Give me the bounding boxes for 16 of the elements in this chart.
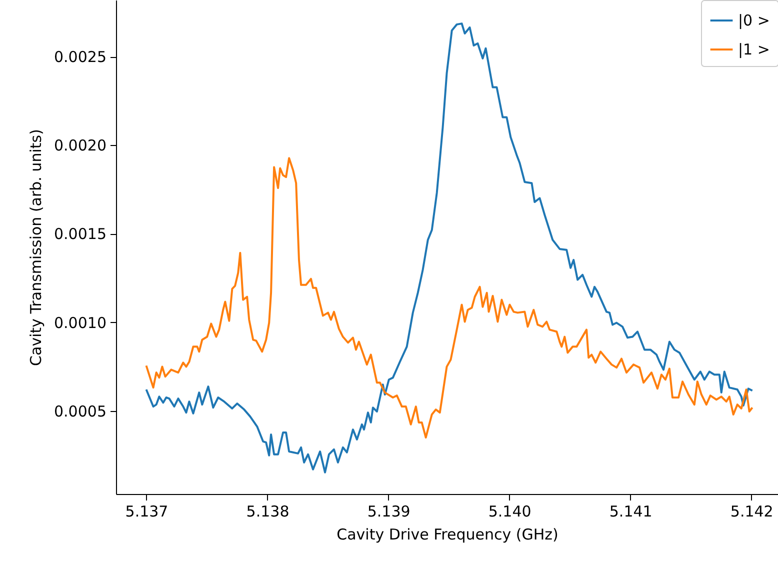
- x-tick-label: 5.141: [609, 502, 652, 520]
- x-tick-label: 5.138: [246, 502, 290, 520]
- legend-label: |0 >: [738, 12, 770, 30]
- x-axis-title: Cavity Drive Frequency (GHz): [336, 526, 558, 544]
- y-tick-label: 0.0025: [54, 48, 106, 66]
- y-axis-title: Cavity Transmission (arb. units): [27, 129, 46, 366]
- y-tick-label: 0.0010: [54, 314, 106, 332]
- x-tick-label: 5.142: [730, 502, 774, 520]
- y-tick-label: 0.0015: [54, 225, 106, 244]
- y-tick-label: 0.0005: [54, 402, 106, 420]
- x-tick-label: 5.137: [125, 502, 168, 520]
- x-tick-label: 5.139: [367, 502, 410, 520]
- x-tick-label: 5.140: [488, 502, 532, 520]
- legend-label: |1 >: [738, 40, 770, 58]
- y-tick-label: 0.0020: [54, 136, 106, 155]
- line-series: [145, 157, 754, 439]
